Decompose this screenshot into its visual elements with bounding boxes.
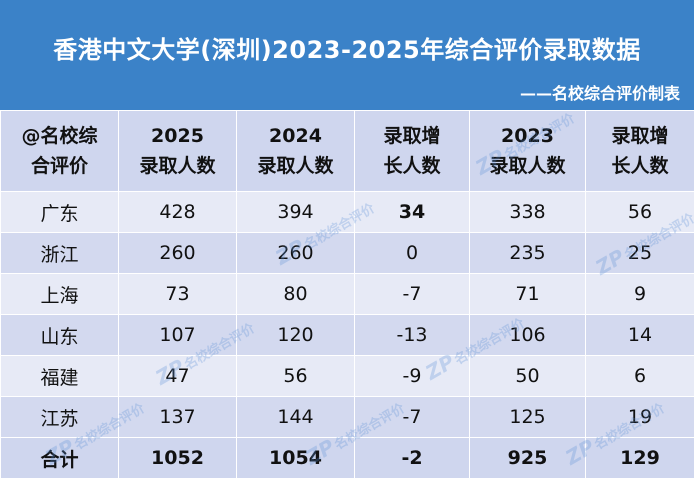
cell-region: 福建 (1, 356, 119, 397)
cell-2024: 144 (237, 397, 355, 438)
cell-region: 广东 (1, 192, 119, 233)
total-growth-2025: -2 (355, 438, 470, 479)
total-2025: 1052 (119, 438, 237, 479)
table-row: 福建 47 56 -9 50 6 (1, 356, 694, 397)
cell-2024: 80 (237, 274, 355, 315)
cell-growth-2024: 19 (586, 397, 694, 438)
cell-2025: 260 (119, 233, 237, 274)
page-subtitle: ——名校综合评价制表 (520, 80, 680, 104)
total-label: 合计 (1, 438, 119, 479)
cell-growth-2024: 56 (586, 192, 694, 233)
table-total-row: 合计 1052 1054 -2 925 129 (1, 438, 694, 479)
cell-growth-2024: 9 (586, 274, 694, 315)
cell-2023: 106 (470, 315, 586, 356)
cell-2023: 125 (470, 397, 586, 438)
total-2024: 1054 (237, 438, 355, 479)
cell-2025: 73 (119, 274, 237, 315)
table-row: 山东 107 120 -13 106 14 (1, 315, 694, 356)
cell-growth-2025: -9 (355, 356, 470, 397)
col-header-growth-2024: 录取增长人数 (586, 111, 694, 192)
page-title: 香港中文大学(深圳)2023-2025年综合评价录取数据 (0, 30, 694, 65)
table-row: 广东 428 394 34 338 56 (1, 192, 694, 233)
cell-2023: 235 (470, 233, 586, 274)
cell-region: 上海 (1, 274, 119, 315)
cell-2025: 47 (119, 356, 237, 397)
cell-growth-2025: -13 (355, 315, 470, 356)
cell-2025: 137 (119, 397, 237, 438)
col-header-region: @名校综合评价 (1, 111, 119, 192)
table-row: 浙江 260 260 0 235 25 (1, 233, 694, 274)
table-row: 上海 73 80 -7 71 9 (1, 274, 694, 315)
table-row: 江苏 137 144 -7 125 19 (1, 397, 694, 438)
cell-growth-2025: -7 (355, 274, 470, 315)
cell-growth-2025: -7 (355, 397, 470, 438)
cell-2024: 394 (237, 192, 355, 233)
total-growth-2024: 129 (586, 438, 694, 479)
cell-growth-2025: 0 (355, 233, 470, 274)
cell-growth-2025: 34 (355, 192, 470, 233)
cell-growth-2024: 25 (586, 233, 694, 274)
cell-region: 山东 (1, 315, 119, 356)
cell-2024: 260 (237, 233, 355, 274)
col-header-growth-2025: 录取增长人数 (355, 111, 470, 192)
total-2023: 925 (470, 438, 586, 479)
cell-growth-2024: 14 (586, 315, 694, 356)
title-banner: 香港中文大学(深圳)2023-2025年综合评价录取数据 ——名校综合评价制表 (0, 0, 694, 110)
cell-growth-2024: 6 (586, 356, 694, 397)
cell-2024: 120 (237, 315, 355, 356)
cell-2023: 338 (470, 192, 586, 233)
cell-2023: 50 (470, 356, 586, 397)
cell-region: 浙江 (1, 233, 119, 274)
cell-2025: 428 (119, 192, 237, 233)
cell-2023: 71 (470, 274, 586, 315)
cell-region: 江苏 (1, 397, 119, 438)
cell-2024: 56 (237, 356, 355, 397)
cell-2025: 107 (119, 315, 237, 356)
